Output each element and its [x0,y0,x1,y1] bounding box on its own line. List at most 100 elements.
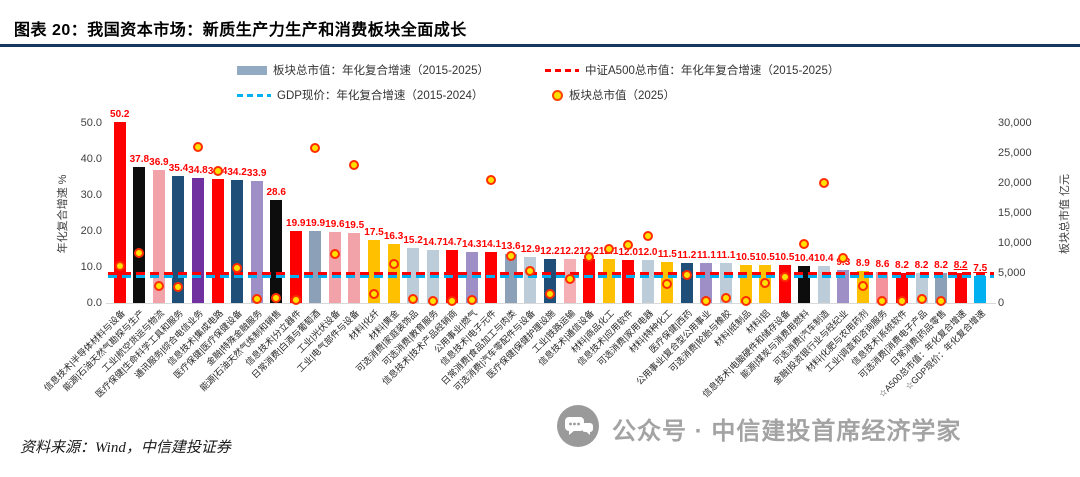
legend-dot-swatch [552,89,563,101]
marketcap-dot [466,295,477,305]
bar-value-label: 34.8 [188,164,208,176]
bar [798,265,811,303]
bar [270,200,283,303]
marketcap-dot [564,274,575,284]
wechat-chat-icon [556,404,600,453]
marketcap-dot [232,263,243,274]
bar-value-label: 11.2 [677,249,697,261]
marketcap-dot [779,272,790,283]
right-axis-tick: 20,000 [998,177,1032,189]
legend-label: GDP现价：年化复合增速（2015-2024） [277,90,484,102]
bar [152,170,165,303]
marketcap-dot [584,251,595,262]
bar [680,262,693,303]
marketcap-dot [427,296,438,307]
marketcap-dot [193,142,203,152]
legend-item: 板块总市值（2025） [552,87,675,103]
marketcap-dot [388,259,399,269]
bar [172,175,185,303]
bar-value-label: 11.1 [696,250,716,262]
marketcap-dot [310,143,321,154]
right-axis-title: 板块总市值 亿元 [1059,173,1071,255]
marketcap-dot [701,296,712,307]
bar [133,166,146,303]
right-axis-tick: 5,000 [998,267,1026,279]
marketcap-dot [290,295,301,305]
title-divider [0,44,1080,47]
left-axis-tick: 30.0 [80,189,102,201]
bar-value-label: 11.5 [657,248,677,260]
marketcap-dot [818,178,829,188]
marketcap-dot [603,244,614,254]
marketcap-dot [740,295,751,306]
page-title: 图表 20：我国资本市场：新质生产力生产和消费板块全面成长 [14,22,467,39]
legend-item: 中证A500总市值：年化年复合增速（2015-2025） [545,62,839,78]
bar [524,256,537,303]
bar [778,265,791,303]
watermark-text: 公众号 · 中信建投首席经济学家 [612,418,962,445]
gdp-reference-line [108,275,994,278]
bar [192,177,204,303]
bar-value-label: 12.2 [559,246,580,258]
bar-value-label: 16.3 [383,231,404,243]
bar [974,276,987,303]
left-axis-tick: 0.0 [86,297,102,309]
marketcap-dot [153,281,164,292]
marketcap-dot [447,295,458,306]
left-axis-tick: 20.0 [80,225,102,237]
right-axis-tick: 25,000 [998,147,1032,159]
bar-value-label: 8.9 [855,257,870,269]
bar [328,232,341,303]
bar-value-label: 33.9 [246,167,267,179]
legend-dashed-line-swatch [237,93,271,97]
marketcap-dot [623,239,634,250]
bar [211,179,224,303]
bar [641,259,654,303]
watermark: 公众号 · 中信建投首席经济学家 [556,404,961,453]
marketcap-dot [545,289,555,299]
bar [817,265,830,303]
marketcap-dot [329,248,340,259]
bar-value-label: 12.9 [520,243,541,255]
a500-reference-line [108,272,994,276]
bar [348,232,361,303]
right-axis-tick: 15,000 [998,207,1032,219]
bar-value-label: 10.4 [794,252,814,264]
bar-value-label: 12.2 [540,246,560,258]
marketcap-dot [173,281,184,292]
marketcap-dot [114,260,125,271]
bar-value-label: 19.9 [305,218,326,230]
bar-value-label: 12.2 [579,246,598,257]
bar [113,122,126,303]
marketcap-dot [349,160,360,170]
marketcap-dot [271,293,282,304]
left-axis-tick: 10.0 [80,261,102,273]
bar-value-label: 17.5 [364,227,384,238]
bar [250,180,263,303]
bar-value-label: 10.5 [735,252,756,264]
bar-value-label: 10.5 [755,252,775,264]
bar-value-label: 10.4 [814,252,834,264]
bar [289,231,302,303]
marketcap-dot [857,281,868,292]
marketcap-dot [681,269,692,280]
marketcap-dot [408,293,419,304]
marketcap-dot [134,248,145,259]
legend-dashed-line-swatch [545,68,579,72]
bar-value-label: 14.3 [462,238,482,250]
bar-value-label: 7.5 [973,263,988,274]
bar [309,231,322,303]
marketcap-dot [505,251,516,262]
bar-value-label: 10.5 [774,252,795,264]
marketcap-dot [936,296,947,307]
marketcap-dot [916,293,927,304]
source-note: 资料来源：Wind，中信建投证券 [20,440,231,456]
bar-value-label: 14.7 [442,237,462,249]
legend-bar-swatch [237,65,267,75]
bar-value-label: 35.4 [168,162,189,174]
bar-value-label: 8.2 [934,260,949,272]
bar [504,254,517,303]
left-axis-tick: 40.0 [80,153,102,165]
bar-value-label: 36.9 [149,157,169,169]
